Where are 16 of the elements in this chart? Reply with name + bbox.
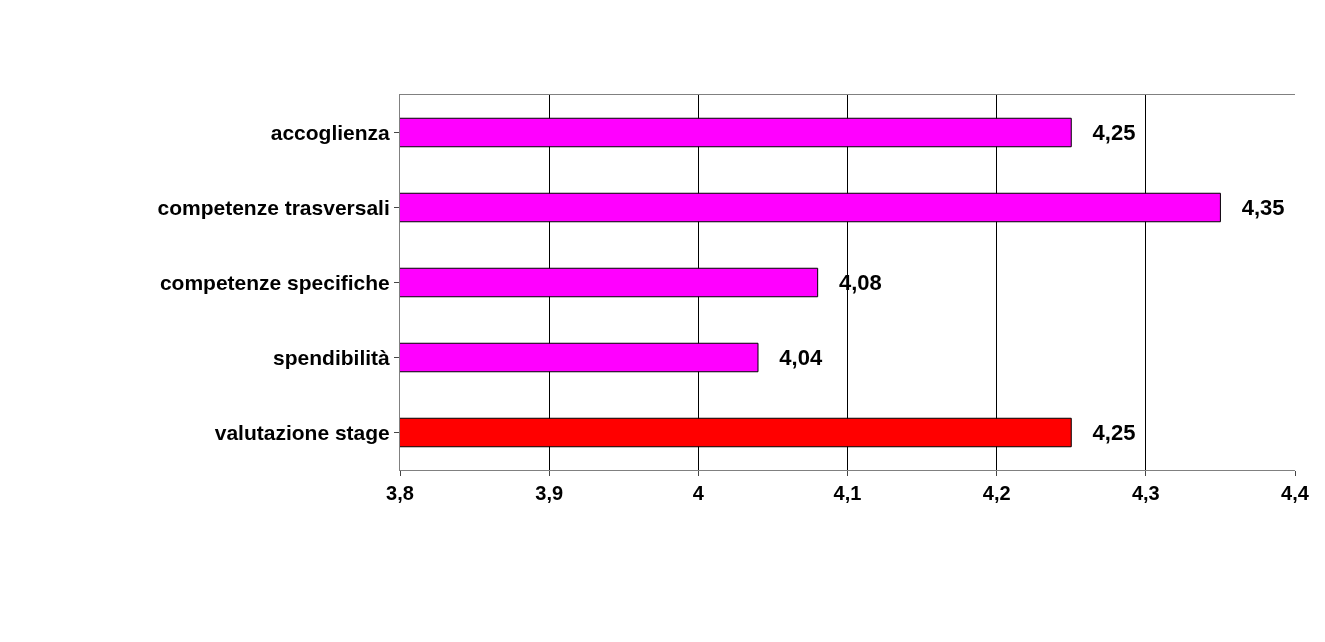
x-tick-label: 3,8: [386, 482, 414, 504]
data-label: 4,25: [1092, 120, 1136, 145]
x-tick-label: 4,4: [1281, 482, 1310, 504]
y-tick-label: competenze specifiche: [159, 270, 390, 294]
x-tick-label: 3,9: [535, 482, 564, 504]
y-tick-label: accoglienza: [270, 120, 391, 144]
y-tick-label: spendibilità: [273, 345, 391, 369]
data-label: 4,35: [1241, 195, 1285, 220]
data-label: 4,04: [779, 345, 823, 370]
x-tick-label: 4,2: [982, 482, 1011, 504]
x-tick-label: 4,3: [1131, 482, 1160, 504]
y-tick-label: valutazione stage: [214, 420, 390, 444]
data-label: 4,25: [1092, 420, 1136, 445]
y-tick-label: competenze trasversali: [157, 195, 390, 219]
x-tick-label: 4,1: [833, 482, 862, 504]
x-tick-label: 4: [692, 482, 705, 504]
